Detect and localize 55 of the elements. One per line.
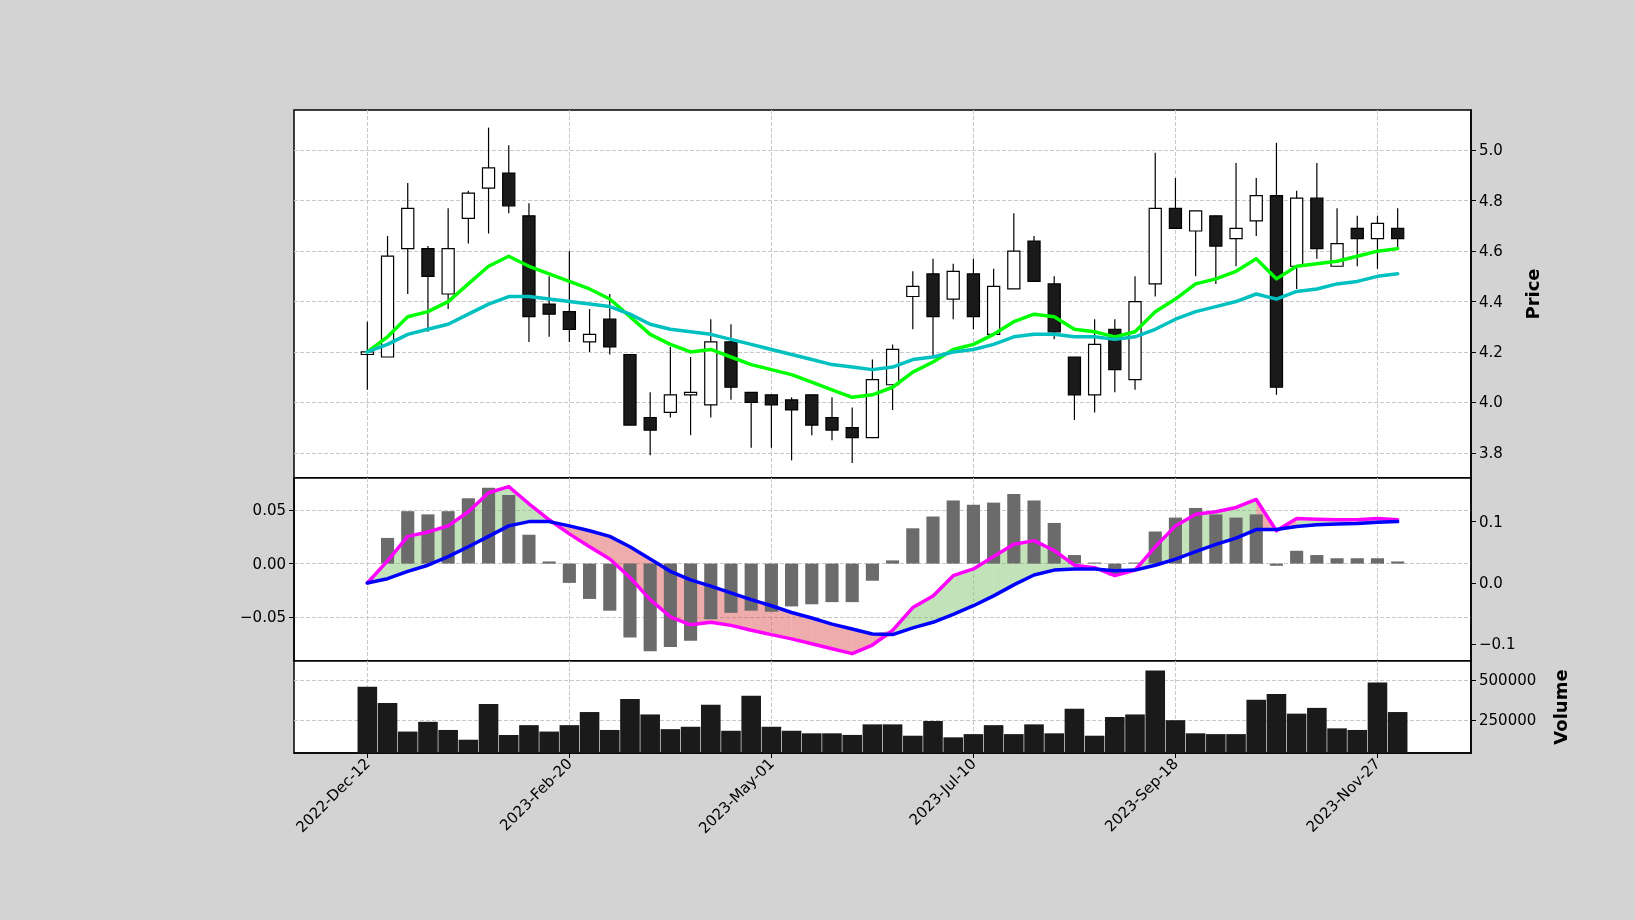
bar	[1310, 555, 1324, 564]
candlestick	[1229, 162, 1243, 267]
y2-tick-label: 0.0	[1479, 574, 1503, 593]
y-axis-title: Volume	[1549, 669, 1571, 745]
bar	[805, 563, 819, 605]
bar	[542, 561, 556, 564]
candlestick	[1188, 210, 1203, 277]
bar	[865, 563, 879, 581]
y-tick-label: 0.00	[252, 554, 286, 573]
y-tick-label: 4.6	[1479, 242, 1503, 261]
candlestick	[1350, 215, 1364, 267]
candlestick	[643, 391, 657, 456]
y-tick-label: 4.0	[1479, 393, 1503, 412]
candlestick	[906, 270, 920, 330]
bar	[845, 563, 859, 603]
candlestick	[1370, 215, 1385, 270]
y-tick-label: 250000	[1479, 711, 1537, 730]
candlestick	[845, 406, 859, 464]
bar	[1330, 558, 1344, 564]
candlestick	[562, 250, 577, 343]
y-tick-label: 5.0	[1479, 141, 1503, 160]
candlestick	[764, 394, 779, 449]
candlestick	[663, 346, 678, 419]
y2-tick-label: 0.1	[1479, 512, 1503, 531]
bar	[1269, 563, 1284, 566]
bar	[946, 500, 960, 564]
candlestick	[784, 396, 799, 461]
y-axis-title: Price	[1521, 268, 1543, 320]
bar	[583, 563, 597, 599]
bar	[906, 528, 920, 564]
y-tick-label: 500000	[1479, 671, 1537, 690]
candlestick	[481, 127, 496, 235]
candlestick	[582, 308, 597, 353]
candlestick	[542, 275, 556, 338]
bar	[522, 534, 536, 564]
y-tick-label: −0.05	[240, 608, 286, 627]
candlestick	[1168, 177, 1183, 230]
candlestick	[825, 396, 839, 441]
y-tick-label: 4.2	[1479, 342, 1503, 361]
bar	[926, 516, 940, 564]
bar	[825, 563, 839, 603]
y-tick-label: 3.8	[1479, 443, 1503, 462]
bar	[1350, 558, 1364, 564]
candlestick	[1391, 207, 1405, 250]
bar	[886, 560, 900, 564]
bar	[785, 563, 799, 607]
candlestick	[744, 391, 758, 449]
y2-tick-label: −0.1	[1479, 635, 1516, 654]
bar	[1370, 558, 1385, 564]
bar	[1391, 561, 1405, 564]
bar	[562, 563, 576, 583]
y-tick-label: 4.4	[1479, 292, 1503, 311]
bar	[1290, 550, 1304, 564]
y-tick-label: 0.05	[252, 501, 286, 520]
y-tick-label: 4.8	[1479, 191, 1503, 210]
